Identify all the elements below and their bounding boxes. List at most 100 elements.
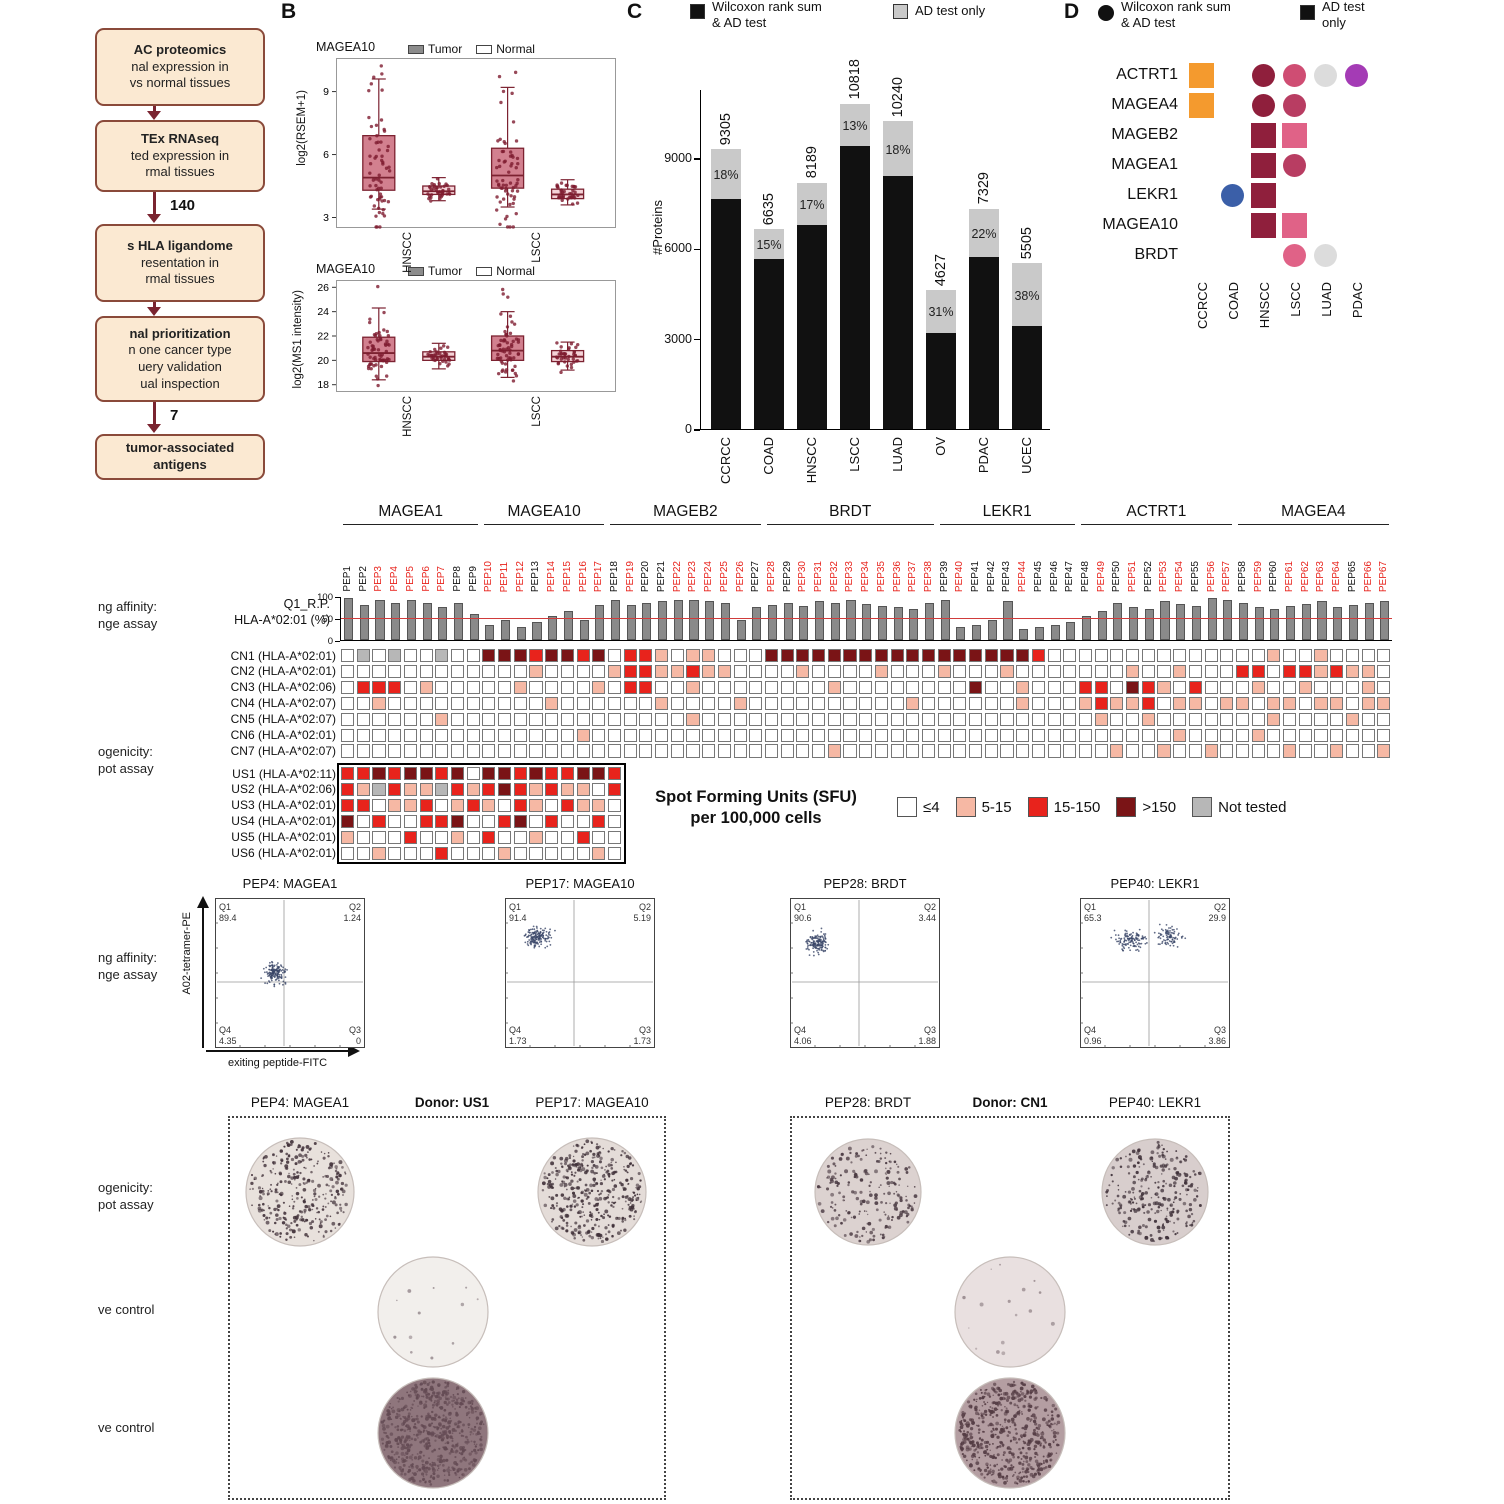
sfu-cell-cn xyxy=(906,680,920,695)
sfu-cell-cn xyxy=(419,728,433,742)
flow-step-proteomics: AC proteomics nal expression in vs norma… xyxy=(95,28,265,106)
q1rp-bar xyxy=(375,600,385,640)
affinity-side-label-flow-2: nge assay xyxy=(98,967,158,982)
sfu-cell-us xyxy=(513,830,527,844)
peptide-label: PEP43 xyxy=(1001,560,1013,592)
sfu-cell-us xyxy=(419,782,433,797)
bar-ad-only xyxy=(711,149,741,200)
sfu-cell-cn xyxy=(1047,696,1061,711)
sfu-cell-cn xyxy=(403,664,417,679)
sfu-cell-us xyxy=(450,782,465,797)
sfu-cell-cn xyxy=(450,649,465,663)
sfu-row-label: CN4 (HLA-A*02:07) xyxy=(230,696,336,711)
sfu-cell-cn xyxy=(592,728,606,742)
boxplot1-ylabel: log2(RSEM+1) xyxy=(296,90,308,166)
boxplot2-title: MAGEA10 xyxy=(316,262,376,276)
flow-plot-title: PEP4: MAGEA1 xyxy=(242,876,338,891)
sfu-cell-cn xyxy=(529,696,543,711)
sfu-cell-cn xyxy=(1314,649,1328,663)
sfu-row-label: US6 (HLA-A*02:01) xyxy=(231,846,336,860)
sfu-cell-us xyxy=(592,846,606,860)
sfu-cell-cn xyxy=(780,728,794,742)
sfu-cell-us xyxy=(435,830,449,844)
sfu-cell-cn xyxy=(1094,680,1108,695)
sfu-cell-cn xyxy=(560,744,574,758)
matrix-mark-circle xyxy=(1252,93,1275,117)
sfu-cell-cn xyxy=(403,649,417,663)
flow-step-line: nal expression in xyxy=(131,58,229,74)
q1rp-bar xyxy=(846,600,856,640)
q1rp-bar-strip xyxy=(340,597,1392,641)
sfu-cell-us xyxy=(607,767,622,781)
peptide-label: PEP51 xyxy=(1127,560,1138,592)
sfu-cell-cn xyxy=(827,696,841,711)
svg-text:0.96: 0.96 xyxy=(1084,1036,1102,1046)
sfu-cell-cn xyxy=(921,680,936,695)
sfu-cell-cn xyxy=(1031,696,1045,711)
legend-both-tests-icon xyxy=(690,4,705,19)
q1rp-bar xyxy=(1238,602,1249,640)
sfu-cell-cn xyxy=(1204,664,1218,679)
sfu-cell-cn xyxy=(341,696,355,711)
flow-y-axis-arrow xyxy=(197,896,209,1048)
sfu-cell-cn xyxy=(733,680,747,695)
sfu-cell-cn xyxy=(1157,696,1171,711)
gene-group-underline xyxy=(939,524,1075,525)
q1rp-threshold-line xyxy=(341,618,1392,620)
sfu-cell-cn xyxy=(1251,696,1265,711)
sfu-cell-cn xyxy=(545,728,559,742)
sfu-cell-cn xyxy=(435,744,449,758)
sfu-cell-cn xyxy=(1110,649,1124,663)
elispot-well xyxy=(1101,1138,1209,1246)
sfu-cell-us xyxy=(545,814,559,829)
sfu-cell-cn xyxy=(1283,744,1297,758)
sfu-cell-cn xyxy=(670,649,684,663)
sfu-cell-cn xyxy=(1251,664,1265,679)
q1rp-bar xyxy=(736,620,746,640)
peptide-label: PEP1 xyxy=(342,566,353,592)
sfu-cell-cn xyxy=(560,680,574,695)
q1rp-bar xyxy=(1333,607,1343,640)
sfu-cell-cn xyxy=(796,680,810,695)
sfu-cell-us xyxy=(529,830,543,844)
sfu-cell-cn xyxy=(623,712,637,726)
sfu-cell-cn xyxy=(498,712,512,726)
sfu-cell-cn xyxy=(1078,649,1093,663)
sfu-cell-cn xyxy=(874,649,888,663)
bar-ad-only xyxy=(797,182,827,225)
flow-ylabel: A02-tetramer-PE xyxy=(181,912,193,995)
sfu-cell-cn xyxy=(1141,680,1155,695)
sfu-cell-us xyxy=(466,814,480,829)
sfu-cell-cn xyxy=(796,696,810,711)
peptide-label: PEP40 xyxy=(954,560,966,592)
sfu-cell-cn xyxy=(812,728,826,742)
sfu-legend-item: >150 xyxy=(1116,797,1176,817)
sfu-cell-cn xyxy=(419,696,433,711)
sfu-cell-us xyxy=(435,814,449,829)
sfu-cell-cn xyxy=(592,680,606,695)
sfu-cell-cn xyxy=(1173,728,1187,742)
sfu-cell-cn xyxy=(764,649,779,663)
sfu-cell-cn xyxy=(529,680,543,695)
sfu-cell-us xyxy=(607,846,622,860)
immuno-side-label-elispot-1: ogenicity: xyxy=(98,1180,153,1195)
sfu-cell-cn xyxy=(1126,680,1140,695)
sfu-cell-us xyxy=(529,782,543,797)
peptide-label: PEP34 xyxy=(860,560,872,592)
sfu-legend-label: >150 xyxy=(1142,798,1177,816)
q1rp-bar xyxy=(673,599,683,640)
q1rp-bar xyxy=(563,611,573,640)
peptide-label: PEP29 xyxy=(781,560,793,592)
peptide-label: PEP65 xyxy=(1346,560,1358,592)
sfu-cell-cn xyxy=(545,664,559,679)
matrix-mark-square xyxy=(1251,212,1276,238)
matrix-col-label: CCRCC xyxy=(1195,282,1210,329)
svg-text:5.19: 5.19 xyxy=(633,913,651,923)
sfu-cell-cn xyxy=(1251,744,1265,758)
sfu-row-label: US5 (HLA-A*02:01) xyxy=(231,830,336,845)
flow-arrow-head xyxy=(147,111,161,120)
sfu-cell-cn xyxy=(937,728,951,742)
sfu-cell-cn xyxy=(1314,680,1328,695)
sfu-cell-us xyxy=(529,767,543,781)
bar-pct-label: 22% xyxy=(971,226,997,241)
